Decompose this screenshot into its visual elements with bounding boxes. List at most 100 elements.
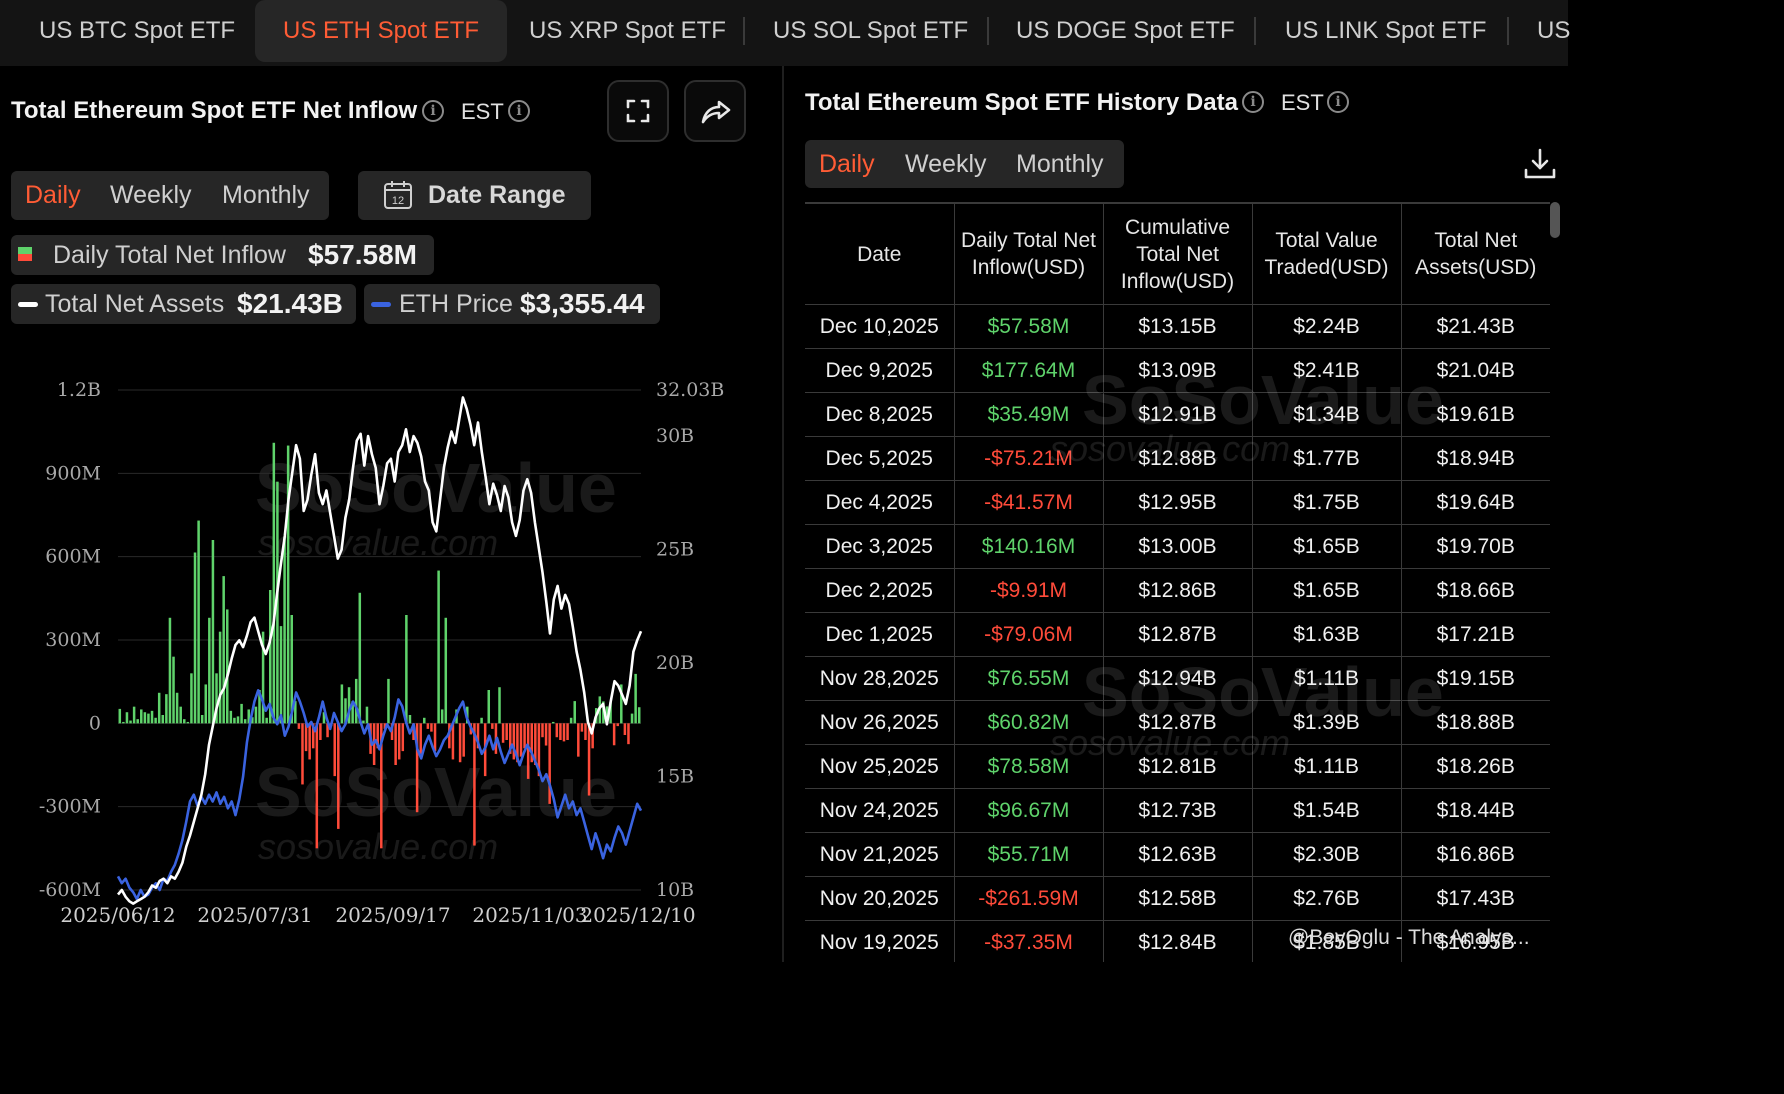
inflow-bar[interactable]: [401, 723, 405, 752]
inflow-bar[interactable]: [473, 723, 476, 846]
inflow-bar[interactable]: [132, 706, 136, 724]
inflow-bar[interactable]: [311, 723, 315, 749]
inflow-bar[interactable]: [566, 723, 569, 740]
inflow-bar[interactable]: [200, 715, 204, 724]
inflow-bar[interactable]: [448, 723, 451, 749]
inflow-bar[interactable]: [526, 723, 530, 779]
inflow-bar[interactable]: [247, 709, 251, 724]
inflow-bar[interactable]: [537, 723, 541, 777]
column-header-date[interactable]: Date: [805, 202, 955, 305]
inflow-bar[interactable]: [211, 540, 215, 724]
inflow-bar[interactable]: [154, 717, 157, 724]
inflow-bar[interactable]: [394, 723, 397, 765]
tab-us-btc-spot-etf[interactable]: US BTC Spot ETF: [39, 17, 236, 44]
inflow-bar[interactable]: [562, 723, 566, 742]
inflow-bar[interactable]: [175, 692, 179, 724]
inflow-bar[interactable]: [627, 723, 630, 745]
inflow-bar[interactable]: [397, 723, 401, 760]
inflow-bar[interactable]: [197, 520, 200, 724]
tab-us-sol-spot-etf[interactable]: US SOL Spot ETF: [773, 17, 969, 44]
inflow-bar[interactable]: [383, 723, 387, 729]
inflow-bar[interactable]: [233, 717, 236, 724]
inflow-bar[interactable]: [612, 723, 616, 746]
inflow-bar[interactable]: [294, 701, 297, 724]
inflow-bar[interactable]: [501, 723, 505, 743]
inflow-bar[interactable]: [376, 723, 379, 749]
table-row[interactable]: Nov 24,2025 $96.67M $12.73B $1.54B $18.44B: [805, 788, 1550, 833]
inflow-bar[interactable]: [512, 723, 516, 760]
tab-us-link-spot-etf[interactable]: US LINK Spot ETF: [1285, 17, 1487, 44]
inflow-bar[interactable]: [125, 712, 129, 724]
table-row[interactable]: Nov 19,2025 -$37.35M $12.84B $1.85B $16.95B: [805, 920, 1550, 962]
inflow-bar[interactable]: [340, 684, 344, 724]
inflow-bar[interactable]: [623, 723, 627, 735]
period-daily[interactable]: Daily: [25, 181, 81, 209]
info-icon[interactable]: i: [422, 100, 444, 122]
inflow-bar[interactable]: [161, 715, 165, 724]
inflow-bar[interactable]: [226, 609, 229, 724]
fullscreen-button[interactable]: [607, 80, 669, 142]
inflow-bar[interactable]: [333, 723, 336, 777]
inflow-bar[interactable]: [433, 723, 437, 752]
inflow-bar[interactable]: [179, 706, 182, 724]
inflow-bar[interactable]: [183, 719, 186, 724]
inflow-bar[interactable]: [301, 723, 304, 785]
inflow-bar[interactable]: [419, 723, 422, 754]
inflow-bar[interactable]: [362, 720, 365, 724]
inflow-bar[interactable]: [487, 690, 491, 724]
inflow-bar[interactable]: [408, 715, 412, 724]
inflow-bar[interactable]: [637, 707, 641, 724]
date-range-button[interactable]: 12 Date Range: [358, 171, 591, 220]
total-net-assets-line[interactable]: [117, 396, 643, 905]
inflow-bar[interactable]: [272, 442, 276, 724]
inflow-bar[interactable]: [569, 717, 573, 724]
period-monthly[interactable]: Monthly: [222, 181, 310, 209]
inflow-bar[interactable]: [544, 723, 548, 746]
table-row[interactable]: Nov 28,2025 $76.55M $12.94B $1.11B $19.15B: [805, 656, 1550, 701]
inflow-bar[interactable]: [559, 723, 562, 740]
table-row[interactable]: Dec 4,2025 -$41.57M $12.95B $1.75B $19.64B: [805, 480, 1550, 525]
inflow-bar[interactable]: [276, 481, 279, 724]
inflow-bar[interactable]: [430, 723, 433, 732]
inflow-bar[interactable]: [440, 709, 444, 724]
inflow-bar[interactable]: [451, 723, 455, 760]
inflow-bar[interactable]: [498, 687, 501, 724]
legend-daily-inflow[interactable]: Daily Total Net Inflow $57.58M: [11, 235, 434, 275]
inflow-bar[interactable]: [426, 723, 430, 729]
inflow-bar[interactable]: [620, 684, 623, 724]
inflow-bar[interactable]: [347, 687, 351, 724]
inflow-bar[interactable]: [405, 615, 408, 724]
table-row[interactable]: Dec 3,2025 $140.16M $13.00B $1.65B $19.70B: [805, 524, 1550, 569]
inflow-bar[interactable]: [344, 698, 347, 724]
inflow-bar[interactable]: [319, 723, 322, 740]
inflow-bar[interactable]: [462, 723, 465, 757]
inflow-bar[interactable]: [229, 710, 233, 724]
inflow-bar[interactable]: [534, 723, 537, 765]
inflow-bar[interactable]: [240, 703, 243, 724]
inflow-bar[interactable]: [268, 590, 272, 724]
inflow-bar[interactable]: [204, 684, 208, 724]
inflow-bar[interactable]: [505, 723, 508, 740]
inflow-bar[interactable]: [523, 723, 526, 749]
inflow-bar[interactable]: [258, 690, 261, 724]
inflow-bar[interactable]: [165, 694, 168, 724]
inflow-bar[interactable]: [297, 723, 301, 729]
inflow-bar[interactable]: [354, 678, 358, 724]
share-button[interactable]: [684, 80, 746, 142]
column-header-value-traded[interactable]: Total Value Traded(USD): [1252, 202, 1402, 305]
table-row[interactable]: Dec 10,2025 $57.58M $13.15B $2.24B $21.43B: [805, 304, 1550, 349]
inflow-bar[interactable]: [208, 617, 211, 724]
inflow-bar[interactable]: [150, 710, 154, 724]
timezone-info-icon[interactable]: i: [1327, 91, 1349, 113]
history-period-monthly[interactable]: Monthly: [1016, 150, 1104, 178]
inflow-bar[interactable]: [283, 537, 286, 724]
inflow-bar[interactable]: [548, 723, 551, 804]
period-weekly[interactable]: Weekly: [110, 181, 192, 209]
table-row[interactable]: Nov 25,2025 $78.58M $12.81B $1.11B $18.26B: [805, 744, 1550, 789]
inflow-bar[interactable]: [516, 723, 519, 763]
inflow-bar[interactable]: [190, 673, 193, 724]
inflow-bar[interactable]: [337, 723, 340, 829]
inflow-bar[interactable]: [172, 656, 175, 724]
table-row[interactable]: Dec 9,2025 $177.64M $13.09B $2.41B $21.04B: [805, 348, 1550, 393]
inflow-bar[interactable]: [551, 721, 555, 724]
